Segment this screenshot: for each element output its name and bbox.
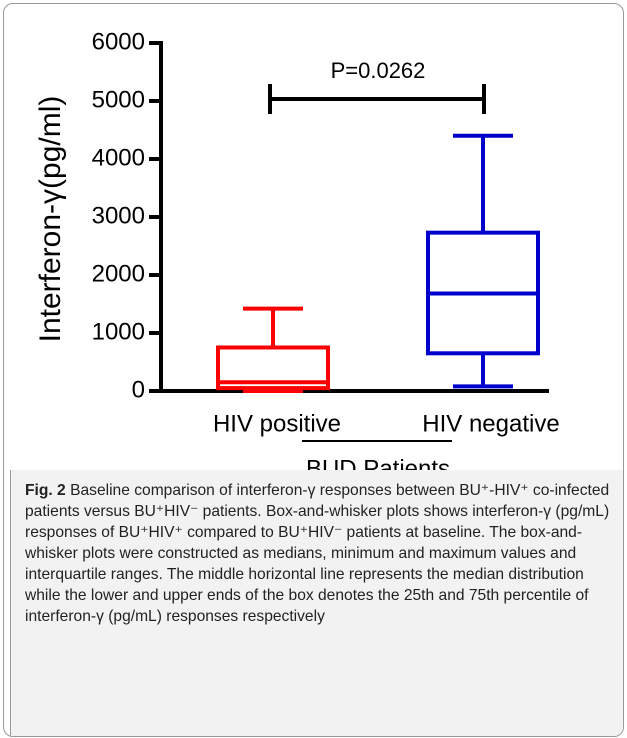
x-tick-label: HIV negative bbox=[422, 410, 559, 437]
caption: Fig. 2 Baseline comparison of interferon… bbox=[10, 470, 623, 736]
box bbox=[216, 345, 330, 391]
y-tick-label: 0 bbox=[132, 376, 145, 403]
figure: Interferon-γ(pg/ml) BUD Patients P=0.026… bbox=[3, 3, 624, 737]
x-tick-label: HIV positive bbox=[213, 410, 341, 437]
y-axis-label: Interferon-γ(pg/ml) bbox=[34, 96, 67, 343]
y-tick-label: 6000 bbox=[92, 28, 145, 55]
caption-text: Baseline comparison of interferon-γ resp… bbox=[25, 482, 610, 625]
y-tick-label: 4000 bbox=[92, 144, 145, 171]
caption-label: Fig. 2 bbox=[25, 482, 66, 499]
y-tick-label: 5000 bbox=[92, 86, 145, 113]
significance-bracket bbox=[268, 84, 486, 114]
y-tick-label: 2000 bbox=[92, 260, 145, 287]
y-tick-label: 3000 bbox=[92, 202, 145, 229]
y-tick-label: 1000 bbox=[92, 318, 145, 345]
x-axis-label: BUD Patients bbox=[306, 455, 450, 470]
chart: Interferon-γ(pg/ml) BUD Patients P=0.026… bbox=[34, 28, 560, 470]
annotation: P=0.0262 bbox=[331, 58, 426, 83]
